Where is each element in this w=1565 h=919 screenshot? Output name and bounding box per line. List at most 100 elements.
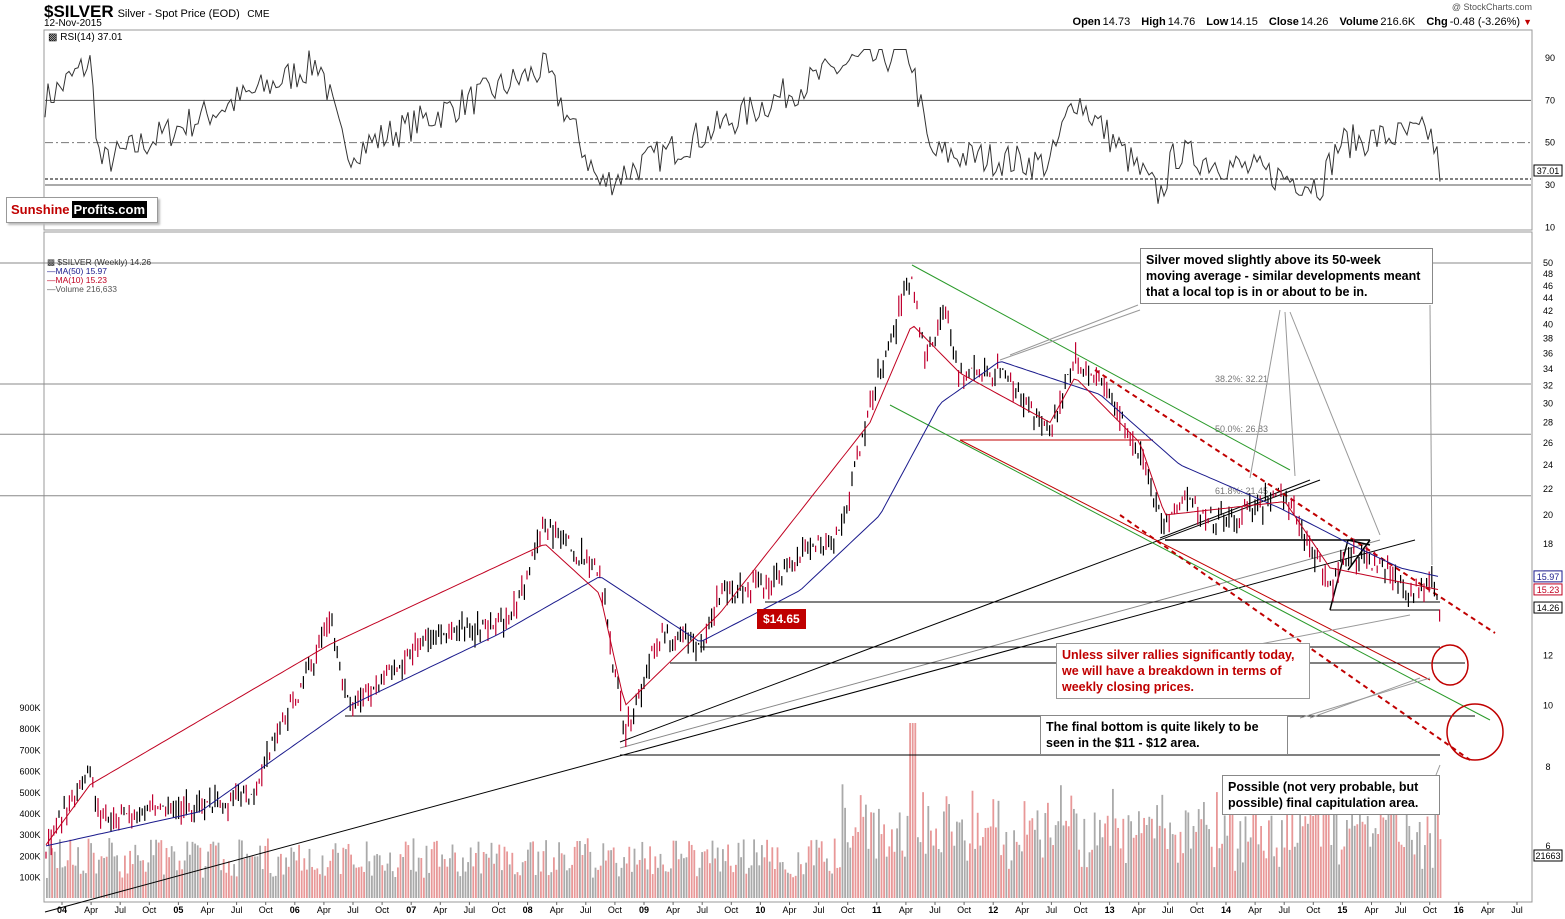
volume-bar [1158, 825, 1161, 898]
volume-bar [313, 869, 316, 898]
rsi-tick-90: 90 [1545, 53, 1555, 63]
volume-bar [1031, 818, 1034, 898]
volume-bar [573, 846, 576, 898]
volume-bar [95, 873, 98, 898]
volume-tick-3: 600K [19, 767, 40, 777]
volume-bar [1013, 830, 1015, 898]
volume-bar [228, 861, 230, 898]
volume-bar [719, 871, 722, 898]
volume-bar [126, 873, 129, 898]
volume-bar [1385, 819, 1387, 898]
chart-header: $SILVER Silver - Spot Price (EOD) CME [44, 2, 270, 22]
volume-bar [1044, 813, 1047, 898]
volume-bar [1184, 810, 1187, 898]
volume-bar [1343, 846, 1346, 898]
volume-bar [1192, 825, 1195, 898]
low-value: 14.15 [1230, 16, 1258, 28]
volume-bar [716, 847, 719, 898]
volume-bar [612, 847, 615, 898]
volume-bar [1101, 837, 1104, 898]
fib-label-0: 38.2%: 32.21 [1215, 374, 1268, 384]
volume-bar [446, 866, 449, 898]
high-label: High [1141, 16, 1166, 28]
volume-bar [995, 827, 997, 898]
ma50-line [45, 361, 1439, 847]
volume-bar [415, 871, 417, 898]
volume-bar [1366, 816, 1369, 898]
volume-bar [287, 866, 290, 898]
volume-bar [958, 822, 961, 898]
volume-bar [794, 875, 797, 898]
x-tick-0: 04 [57, 905, 67, 915]
volume-bar [1140, 833, 1143, 898]
volume-bar [472, 866, 475, 898]
volume-bar [534, 875, 537, 898]
volume-bar [207, 851, 209, 898]
volume-bar [441, 854, 443, 898]
description-label: Silver - Spot Price (EOD) [117, 8, 240, 20]
volume-bar [506, 851, 508, 898]
volume-bar [1418, 821, 1421, 898]
volume-bar [753, 839, 755, 898]
volume-bar [696, 876, 698, 898]
trendline-22 [1249, 309, 1281, 479]
x-tick-4: 05 [173, 905, 183, 915]
x-tick-42: Jul [1278, 905, 1290, 915]
volume-bar [170, 846, 173, 898]
volume-bar [750, 865, 753, 898]
volume-bar [178, 860, 181, 898]
volume-bar [152, 855, 155, 898]
volume-bar [92, 852, 95, 898]
volume-bar [142, 860, 144, 898]
volume-bar [64, 866, 66, 898]
volume-bar [485, 853, 488, 898]
volume-bar [449, 858, 451, 898]
volume-bar [514, 874, 516, 898]
volume-bar [358, 867, 360, 898]
volume-bar [285, 857, 287, 898]
volume-bar [893, 851, 896, 898]
volume-bar [675, 840, 677, 898]
volume-bar [90, 843, 92, 898]
volume-bar [1320, 846, 1322, 898]
volume-bar [1054, 825, 1057, 898]
volume-bar [1161, 794, 1164, 898]
x-tick-32: 12 [988, 905, 998, 915]
volume-bar [137, 855, 139, 898]
volume-bar [100, 856, 103, 898]
volume-bar [1164, 828, 1166, 898]
x-tick-40: 14 [1221, 905, 1231, 915]
volume-bar [1431, 867, 1434, 898]
volume-bar [828, 870, 831, 898]
x-tick-21: Apr [666, 905, 680, 915]
note-ma50: Silver moved slightly above its 50-week … [1140, 248, 1433, 304]
volume-bar [139, 860, 142, 898]
price-tick-46: 46 [1543, 281, 1553, 291]
volume-bar [1307, 823, 1309, 898]
volume-bar [883, 824, 885, 898]
volume-bar [1353, 825, 1356, 898]
volume-bar [1382, 817, 1385, 898]
x-tick-37: Apr [1132, 905, 1146, 915]
volume-bar [98, 859, 100, 898]
volume-bar [818, 847, 820, 898]
volume-bar [737, 842, 740, 898]
rsi-layer: 90 70 50 30 10 ▩ RSI(14) 37.01 37.01 [44, 32, 1563, 232]
volume-bar [404, 841, 407, 898]
volume-bar [901, 850, 904, 898]
volume-bar [261, 869, 264, 898]
volume-bar [922, 792, 924, 898]
price-tick-34: 34 [1543, 364, 1553, 374]
volume-bar [631, 871, 633, 898]
volume-bar [680, 853, 683, 898]
volume-bar [386, 863, 389, 898]
volume-bar [1106, 815, 1109, 898]
volume-bar [321, 855, 324, 898]
volume-bar [417, 857, 420, 898]
volume-bar [914, 723, 917, 898]
x-tick-24: 10 [755, 905, 765, 915]
volume-bar [438, 866, 441, 898]
volume-bar [779, 862, 781, 898]
volume-bar [303, 858, 306, 898]
price-tick-28: 28 [1543, 417, 1553, 427]
